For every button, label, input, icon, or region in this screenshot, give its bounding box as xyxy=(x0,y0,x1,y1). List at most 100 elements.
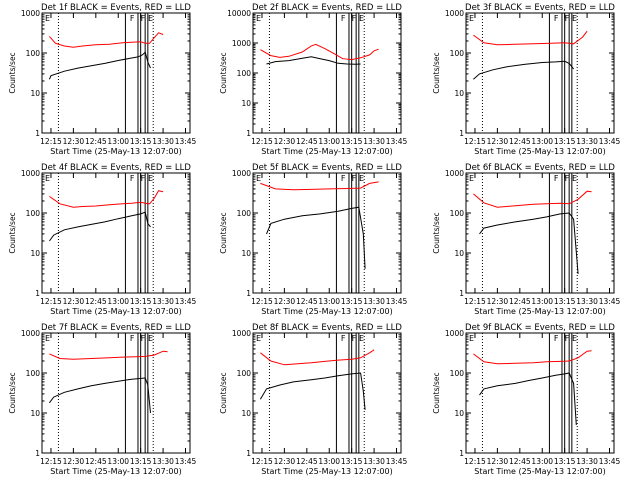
flag-letter: F xyxy=(554,14,559,23)
flag-letter: E xyxy=(45,14,50,23)
x-axis-label: Start Time (25-May-13 12:07:00) xyxy=(50,147,181,156)
x-tick-label: 13:15 xyxy=(554,297,576,306)
x-tick-label: 12:45 xyxy=(85,457,107,466)
flag-letter: F xyxy=(554,174,559,183)
x-axis-label: Start Time (25-May-13 12:07:00) xyxy=(474,307,605,316)
y-tick-label: 100 xyxy=(237,209,252,218)
x-tick-label: 13:30 xyxy=(576,297,598,306)
y-tick-label: 100 xyxy=(26,209,41,218)
x-tick-label: 12:15 xyxy=(464,457,486,466)
lld-rate-line xyxy=(473,30,588,46)
x-tick-label: 13:15 xyxy=(554,137,576,146)
plot-frame xyxy=(41,172,191,294)
events-rate-line xyxy=(479,372,577,426)
x-tick-label: 13:45 xyxy=(599,297,621,306)
y-axis-label: Counts/sec xyxy=(432,212,441,253)
x-tick-label: 13:00 xyxy=(107,457,129,466)
x-tick-label: 13:00 xyxy=(531,457,553,466)
plot-frame xyxy=(252,12,402,134)
y-tick-label: 1000 xyxy=(232,169,251,178)
y-tick-label: 1 xyxy=(459,129,464,138)
y-axis-label: Counts/sec xyxy=(219,52,228,93)
x-tick-label: 13:00 xyxy=(531,297,553,306)
events-rate-line xyxy=(479,212,579,274)
events-rate-line xyxy=(49,377,151,414)
plot-frame xyxy=(41,332,191,454)
y-tick-label: 1000 xyxy=(445,329,464,338)
y-tick-label: 10 xyxy=(454,249,464,258)
flag-letter: F xyxy=(141,14,146,23)
x-tick-label: 12:30 xyxy=(274,457,296,466)
x-tick-label: 12:45 xyxy=(85,297,107,306)
plot-panel-8: Det 8f BLACK = Events, RED = LLD 1 10 100 10… xyxy=(219,323,408,476)
x-tick-label: 13:45 xyxy=(386,457,408,466)
y-tick-label: 10 xyxy=(30,89,40,98)
lld-rate-line xyxy=(260,349,375,366)
events-rate-line xyxy=(473,60,574,80)
lld-rate-line xyxy=(260,181,379,191)
x-tick-label: 13:45 xyxy=(175,297,197,306)
y-tick-label: 1000 xyxy=(232,39,251,48)
y-axis-label: Counts/sec xyxy=(219,372,228,413)
x-axis-label: Start Time (25-May-13 12:07:00) xyxy=(50,307,181,316)
x-tick-label: 12:15 xyxy=(40,297,62,306)
y-tick-label: 1000 xyxy=(445,169,464,178)
x-tick-label: 12:15 xyxy=(464,137,486,146)
lld-rate-line xyxy=(473,350,592,365)
flag-letter: F xyxy=(565,14,570,23)
y-axis-label: Counts/sec xyxy=(219,212,228,253)
x-tick-label: 12:30 xyxy=(487,297,509,306)
flag-letter: E xyxy=(572,174,577,183)
flag-letter: E xyxy=(572,14,577,23)
lld-rate-line xyxy=(260,43,379,61)
y-tick-label: 100 xyxy=(237,369,252,378)
flag-letter: F xyxy=(341,334,346,343)
flag-letter: E xyxy=(45,334,50,343)
flag-letter: F xyxy=(565,334,570,343)
flag-letter: F xyxy=(352,174,357,183)
x-tick-label: 13:00 xyxy=(107,137,129,146)
x-tick-label: 12:30 xyxy=(274,297,296,306)
flag-letter: F xyxy=(130,334,135,343)
y-tick-label: 100 xyxy=(26,49,41,58)
x-tick-label: 13:30 xyxy=(363,297,385,306)
x-tick-label: 12:30 xyxy=(487,457,509,466)
plot-title: Det 6f BLACK = Events, RED = LLD xyxy=(465,163,615,173)
flag-letter: E xyxy=(256,14,261,23)
x-tick-label: 12:30 xyxy=(274,137,296,146)
flag-letter: F xyxy=(352,334,357,343)
flag-letter: F xyxy=(352,14,357,23)
y-tick-label: 1000 xyxy=(445,9,464,18)
x-axis-label: Start Time (25-May-13 12:07:00) xyxy=(50,467,181,476)
plot-frame xyxy=(252,172,402,294)
x-tick-label: 13:00 xyxy=(107,297,129,306)
x-tick-label: 13:00 xyxy=(318,457,340,466)
events-rate-line xyxy=(48,211,151,242)
x-tick-label: 13:30 xyxy=(576,457,598,466)
flag-letter: E xyxy=(256,334,261,343)
y-tick-label: 1 xyxy=(35,129,40,138)
plot-title: Det 8f BLACK = Events, RED = LLD xyxy=(252,323,402,333)
y-tick-label: 1 xyxy=(246,449,251,458)
plot-panel-3: Det 3f BLACK = Events, RED = LLD 1 10 100 10… xyxy=(432,3,621,156)
flag-letter: F xyxy=(565,174,570,183)
y-axis-label: Counts/sec xyxy=(8,372,17,413)
x-tick-label: 13:30 xyxy=(576,137,598,146)
x-tick-label: 13:30 xyxy=(152,297,174,306)
plot-title: Det 4f BLACK = Events, RED = LLD xyxy=(41,163,191,173)
y-tick-label: 10 xyxy=(241,409,251,418)
x-tick-label: 13:30 xyxy=(152,457,174,466)
flag-letter: E xyxy=(45,174,50,183)
y-tick-label: 1 xyxy=(35,289,40,298)
flag-letter: F xyxy=(130,14,135,23)
x-tick-label: 12:15 xyxy=(40,137,62,146)
y-tick-label: 1 xyxy=(246,129,251,138)
plot-title: Det 3f BLACK = Events, RED = LLD xyxy=(465,3,615,13)
x-tick-label: 12:30 xyxy=(63,137,85,146)
lld-rate-line xyxy=(49,190,164,208)
x-tick-label: 12:45 xyxy=(85,137,107,146)
y-tick-label: 100 xyxy=(450,369,465,378)
x-tick-label: 12:15 xyxy=(251,457,273,466)
y-tick-label: 100 xyxy=(450,49,465,58)
flag-letter: E xyxy=(148,334,153,343)
